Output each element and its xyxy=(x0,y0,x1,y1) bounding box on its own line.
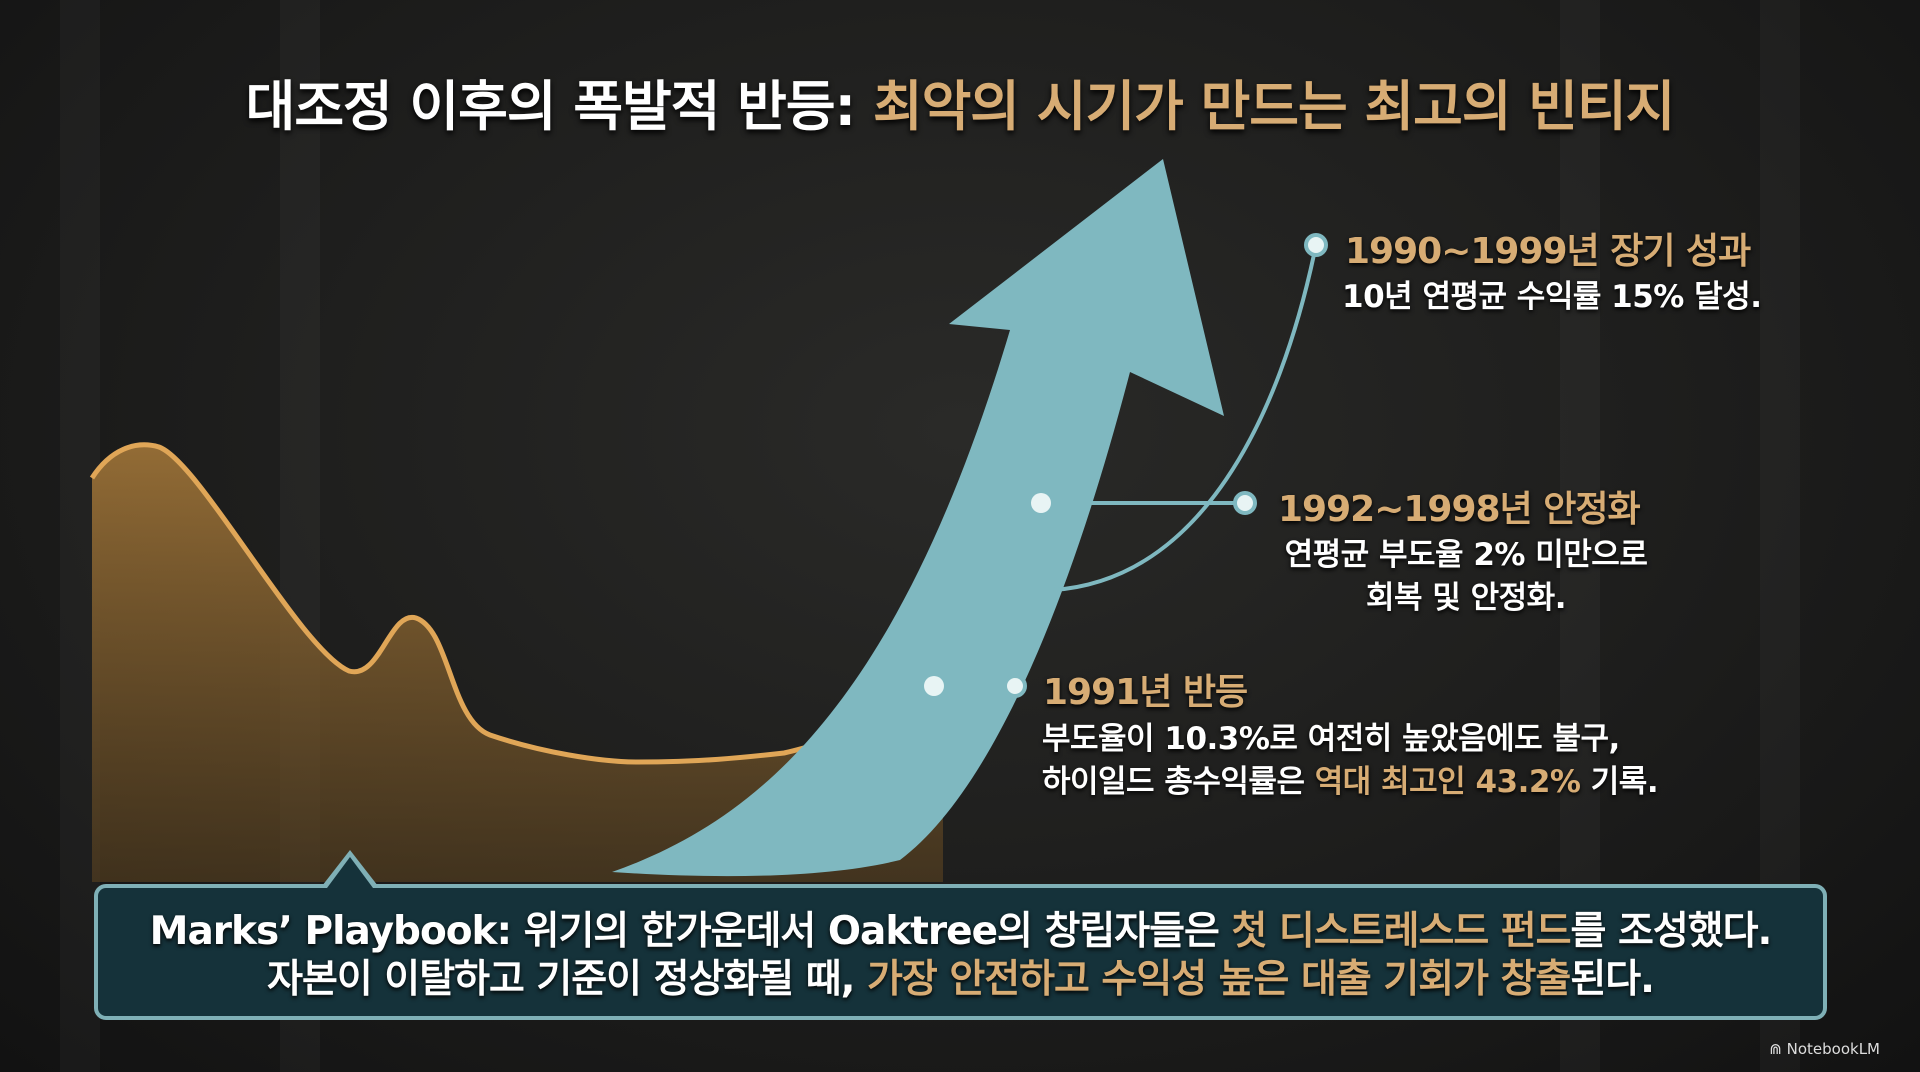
desc-highlight: 역대 최고인 43.2% xyxy=(1314,764,1581,800)
milestone-heading: 1990~1999년 장기 성과 xyxy=(1345,231,1751,272)
decline-line xyxy=(89,442,858,765)
callout-pointer-inner xyxy=(327,857,373,888)
desc-text: 하이일드 총수익률은 xyxy=(1042,764,1315,800)
connector-dot xyxy=(1233,491,1257,515)
callout-text: 를 조성했다. xyxy=(1570,909,1773,954)
connector-curve xyxy=(1052,244,1318,592)
page-title: 대조정 이후의 폭발적 반등: 최악의 시기가 만드는 최고의 빈티지 xyxy=(0,62,1920,141)
callout-text: Marks’ Playbook: 위기의 한가운데서 Oaktree의 창립자들… xyxy=(149,909,1232,954)
milestone-desc: 10년 연평균 수익률 15% 달성. xyxy=(1342,279,1762,315)
connector-dot xyxy=(1003,674,1027,698)
callout-highlight: 첫 디스트레스드 펀드 xyxy=(1231,909,1571,954)
callout-line-2: 자본이 이탈하고 기준이 정상화될 때, 가장 안전하고 수익성 높은 대출 기… xyxy=(98,956,1823,1004)
milestone-desc: 부도율이 10.3%로 여전히 높았음에도 불구, xyxy=(1042,721,1620,757)
milestone-desc: 하이일드 총수익률은 역대 최고인 43.2% 기록. xyxy=(1042,761,1659,804)
callout-line-1: Marks’ Playbook: 위기의 한가운데서 Oaktree의 창립자들… xyxy=(98,908,1823,956)
milestone-dot xyxy=(1031,493,1051,513)
milestone-dot xyxy=(924,676,944,696)
decline-area xyxy=(92,444,943,882)
connector-dot xyxy=(1304,233,1328,257)
desc-text: 기록. xyxy=(1580,764,1659,800)
milestone-heading: 1991년 반등 xyxy=(1043,672,1248,713)
milestone-desc: 연평균 부도율 2% 미만으로 xyxy=(1284,537,1648,573)
title-part2: 최악의 시기가 만드는 최고의 빈티지 xyxy=(872,75,1675,138)
milestone-desc: 회복 및 안정화. xyxy=(1366,580,1566,616)
callout-box: Marks’ Playbook: 위기의 한가운데서 Oaktree의 창립자들… xyxy=(94,884,1827,1020)
watermark-text: NotebookLM xyxy=(1786,1040,1880,1058)
callout-highlight: 가장 안전하고 수익성 높은 대출 기회가 창출 xyxy=(867,957,1571,1002)
rebound-arrow xyxy=(612,159,1224,877)
title-part1: 대조정 이후의 폭발적 반등: xyxy=(245,75,873,138)
milestone-heading: 1992~1998년 안정화 xyxy=(1278,489,1641,530)
notebooklm-logo-icon: ⋒ xyxy=(1769,1040,1787,1058)
callout-text: 자본이 이탈하고 기준이 정상화될 때, xyxy=(267,957,867,1002)
callout-text: 된다. xyxy=(1570,957,1655,1002)
watermark: ⋒ NotebookLM xyxy=(1769,1040,1880,1058)
